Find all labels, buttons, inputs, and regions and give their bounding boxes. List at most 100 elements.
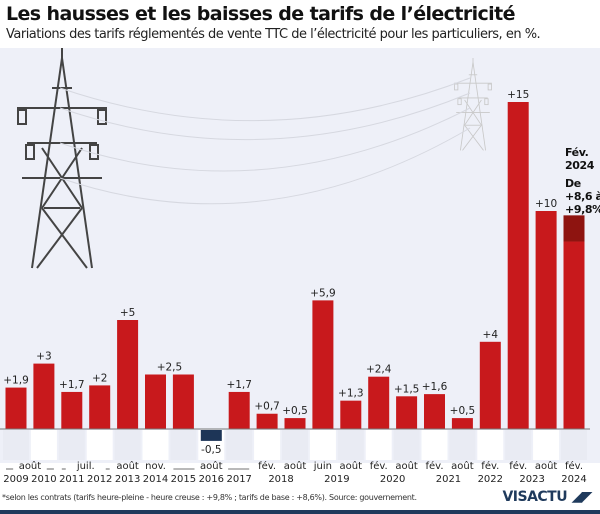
data-label: +2 (92, 372, 107, 384)
column-strip (142, 430, 169, 460)
bar (563, 241, 585, 429)
footnote: *selon les contrats (tarifs heure-pleine… (2, 493, 417, 502)
insulator (487, 83, 492, 91)
pylon-strut (36, 207, 83, 269)
column-strip (282, 430, 308, 460)
year-label: 2023 (519, 474, 544, 485)
column-strip (254, 430, 281, 460)
column-strip (421, 430, 448, 460)
power-line (59, 92, 471, 141)
bar (172, 374, 194, 429)
data-label: +5,9 (310, 287, 336, 299)
year-label: 2019 (324, 474, 349, 485)
pylon-strut (61, 57, 93, 269)
month-label: août (395, 460, 418, 472)
month-label: août (19, 460, 42, 472)
bar (368, 376, 390, 429)
pylon-illustration (17, 48, 492, 269)
chart-title: Les hausses et les baisses de tarifs de … (6, 3, 515, 25)
bar (451, 418, 473, 429)
pylon-strut (41, 207, 88, 269)
year-label: 2013 (115, 474, 140, 485)
data-label: +2,4 (366, 364, 392, 376)
data-label: +3 (36, 351, 51, 363)
pylon-strut (31, 57, 63, 269)
data-label: +10 (535, 198, 557, 210)
annotation-line: +8,6 à (565, 190, 600, 203)
month-label: août (340, 460, 363, 472)
month-label: août (451, 460, 474, 472)
pylon-strut (462, 124, 482, 151)
month-label: août (284, 460, 307, 472)
data-label: +0,5 (450, 405, 476, 417)
bar-range-top (563, 215, 585, 242)
year-label: 2011 (59, 474, 84, 485)
month-label: nov. (145, 461, 166, 472)
year-label: 2010 (31, 474, 56, 485)
column-strip (365, 430, 392, 460)
month-label: juin (313, 461, 332, 472)
month-label: fév. (481, 460, 499, 472)
pylon-strut (472, 62, 487, 151)
column-strip (226, 430, 253, 460)
data-label: +15 (507, 89, 529, 101)
visactu-logo: VISACTU ◢◤ (502, 489, 592, 505)
column-strip (114, 430, 141, 460)
bar (145, 374, 166, 429)
bar (33, 363, 55, 429)
data-label: -0,5 (201, 444, 222, 456)
power-line (59, 127, 471, 205)
bar (89, 385, 111, 429)
year-label: 2020 (380, 474, 405, 485)
month-label: fév. (258, 460, 276, 472)
column-strip (3, 430, 29, 460)
month-label: juil. (76, 461, 95, 472)
month-label: août (200, 460, 223, 472)
pylon-left (17, 48, 107, 269)
data-label: +1,7 (59, 379, 85, 391)
month-label: août (535, 460, 558, 472)
column-strip (393, 430, 420, 460)
insulator (484, 98, 489, 106)
bar-chart: +1,9+3+1,7+2+5+2,5-0,5+1,7+0,7 +0,5+5,9+1… (0, 48, 600, 485)
annotation-line: +9,8%* (565, 203, 600, 216)
bar (5, 387, 27, 429)
column-strip (505, 430, 532, 460)
year-label: 2017 (226, 474, 251, 485)
data-label: +0,5 (282, 405, 308, 417)
bar (256, 413, 278, 429)
year-label: 2021 (436, 474, 461, 485)
column-strip (477, 430, 504, 460)
year-label: 2015 (171, 474, 196, 485)
month-label: août (116, 460, 139, 472)
data-label: +1,7 (226, 379, 252, 391)
data-label: +5 (120, 307, 135, 319)
insulator (97, 109, 107, 125)
column-strip (170, 430, 197, 460)
year-label: 2012 (87, 474, 112, 485)
data-label: +1,5 (394, 383, 420, 395)
month-label: fév. (565, 460, 583, 472)
power-line (59, 77, 471, 122)
bar (507, 102, 529, 429)
bar (312, 300, 334, 429)
month-label: fév. (509, 460, 527, 472)
data-labels: +1,9+3+1,7+2+5+2,5-0,5+1,7+0,7 +0,5+5,9+1… (3, 89, 600, 456)
bar (340, 400, 362, 429)
bar (396, 396, 418, 429)
year-label: 2018 (268, 474, 293, 485)
annotation-line: Fév. (565, 146, 589, 159)
column-strip (561, 430, 587, 460)
month-label: fév. (426, 460, 444, 472)
month-label: fév. (370, 460, 388, 472)
column-strip (337, 430, 364, 460)
column-strip (533, 430, 560, 460)
insulator (454, 83, 459, 91)
column-strip (309, 430, 336, 460)
power-line (59, 107, 471, 172)
data-label: +4 (483, 329, 499, 341)
insulator (457, 98, 462, 106)
data-label: +1,3 (338, 388, 364, 400)
annotation-line: 2024 (565, 159, 595, 172)
year-label: 2009 (3, 474, 28, 485)
